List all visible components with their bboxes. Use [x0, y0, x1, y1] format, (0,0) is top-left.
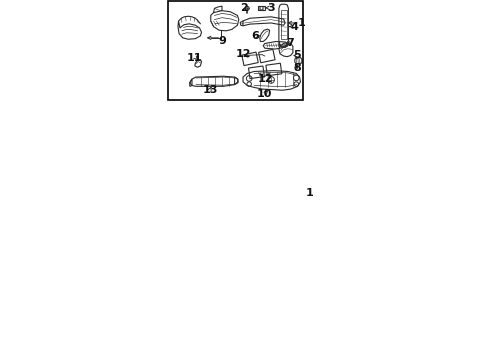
- Text: 9: 9: [218, 36, 225, 46]
- Text: 4: 4: [289, 22, 297, 32]
- Text: 8: 8: [292, 63, 300, 73]
- Text: 7: 7: [285, 39, 293, 49]
- Text: 12: 12: [235, 49, 250, 59]
- Text: 5: 5: [292, 50, 300, 60]
- Text: 10: 10: [256, 89, 271, 99]
- Text: 6: 6: [251, 31, 259, 41]
- Text: 1: 1: [305, 188, 313, 198]
- Text: 3: 3: [266, 3, 274, 13]
- Text: 12: 12: [257, 74, 273, 84]
- Text: 11: 11: [187, 53, 202, 63]
- Text: 13: 13: [203, 85, 218, 95]
- Text: 2: 2: [239, 3, 247, 13]
- Text: 1: 1: [297, 18, 305, 28]
